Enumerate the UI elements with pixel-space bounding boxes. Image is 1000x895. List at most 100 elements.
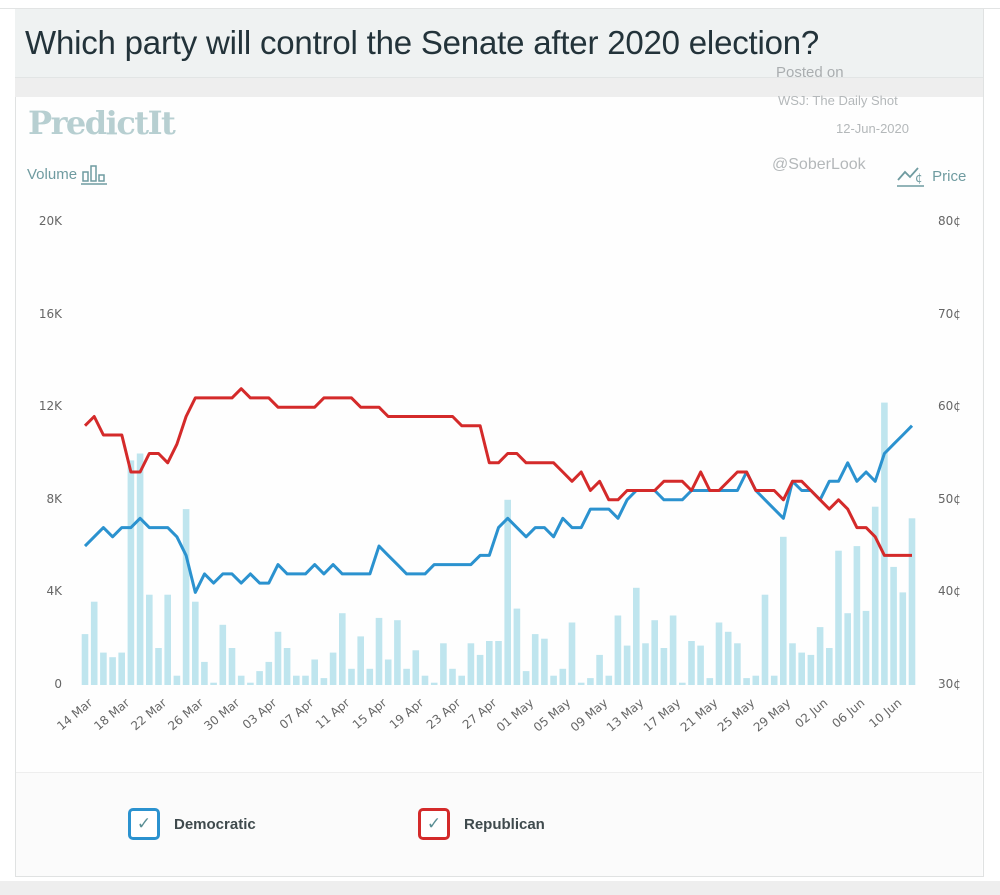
- right-tick-label: 40¢: [938, 584, 961, 599]
- legend-area: [16, 772, 982, 876]
- volume-bar: [734, 643, 741, 685]
- volume-bar: [421, 675, 429, 685]
- volume-bar: [789, 643, 796, 685]
- volume-bar: [182, 509, 190, 685]
- volume-bar: [201, 661, 208, 685]
- price-trend-icon: ¢: [897, 167, 924, 187]
- republican-line: [83, 387, 912, 557]
- volume-bar: [633, 587, 640, 685]
- volume-bar: [394, 620, 401, 685]
- volume-bar: [274, 631, 282, 685]
- volume-bar: [173, 675, 181, 685]
- volume-bars: [81, 402, 916, 685]
- posted-on-label: Posted on: [776, 64, 844, 81]
- volume-bar: [81, 634, 89, 685]
- volume-bar: [531, 634, 539, 685]
- right-tick-label: 80¢: [938, 214, 961, 228]
- volume-bar: [688, 641, 695, 685]
- volume-bar: [807, 654, 815, 685]
- volume-bar: [458, 675, 465, 685]
- volume-bar: [890, 566, 897, 685]
- volume-bar: [265, 661, 273, 685]
- republican-checkbox[interactable]: ✓: [418, 808, 450, 840]
- posted-handle: @SoberLook: [772, 156, 866, 173]
- volume-bar: [320, 678, 328, 685]
- right-tick-label: 70¢: [938, 306, 961, 321]
- volume-bar: [412, 650, 420, 685]
- volume-bar: [495, 641, 502, 685]
- chart-title: Which party will control the Senate afte…: [25, 24, 820, 61]
- volume-bar: [651, 620, 658, 685]
- left-tick-label: 16K: [38, 306, 62, 321]
- volume-bar: [311, 659, 318, 685]
- volume-bar: [715, 622, 723, 685]
- volume-bar: [871, 506, 879, 685]
- left-tick-label: 0: [54, 677, 62, 691]
- volume-bar: [109, 657, 116, 685]
- left-tick-label: 4K: [46, 584, 62, 599]
- price-axis-label: Price: [932, 168, 967, 185]
- left-tick-label: 20K: [38, 214, 62, 228]
- volume-bar: [679, 682, 686, 685]
- legend-democratic[interactable]: ✓ Democratic: [128, 808, 256, 840]
- volume-bar: [403, 668, 410, 685]
- volume-bar: [568, 622, 576, 685]
- top-strip: [0, 0, 1000, 9]
- left-tick-label: 8K: [46, 491, 62, 506]
- volume-bar: [587, 678, 594, 685]
- volume-bar: [541, 638, 548, 685]
- volume-bar: [256, 671, 263, 685]
- volume-bar: [577, 682, 585, 685]
- posted-date: 12-Jun-2020: [836, 121, 909, 136]
- title-bar: [15, 9, 983, 78]
- volume-bar: [504, 499, 511, 685]
- volume-bar: [329, 652, 337, 685]
- price-axis-title: ¢ Price: [896, 163, 966, 187]
- volume-bar: [219, 624, 227, 685]
- bar-chart-icon: [81, 165, 108, 185]
- volume-bar: [623, 645, 631, 685]
- volume-bar: [660, 648, 668, 685]
- volume-bar: [384, 659, 392, 685]
- header-band: [15, 78, 983, 97]
- volume-bar: [293, 675, 300, 685]
- legend-republican[interactable]: ✓ Republican: [418, 808, 545, 840]
- volume-bar: [449, 668, 456, 685]
- volume-bar: [476, 654, 484, 685]
- volume-bar: [357, 636, 364, 685]
- left-tick-label: 12K: [38, 399, 62, 414]
- volume-bar: [100, 652, 107, 685]
- volume-axis-label: Volume: [27, 166, 78, 183]
- volume-bar: [826, 648, 833, 685]
- right-tick-label: 50¢: [938, 491, 961, 506]
- democratic-checkbox[interactable]: ✓: [128, 808, 160, 840]
- volume-bar: [550, 675, 557, 685]
- volume-bar: [706, 678, 714, 685]
- volume-bar: [237, 675, 245, 685]
- volume-bar: [724, 631, 732, 685]
- bottom-strip: [0, 881, 1000, 895]
- volume-bar: [770, 675, 778, 685]
- volume-bar: [136, 453, 144, 685]
- legend-label: Republican: [464, 815, 545, 833]
- volume-bar: [486, 641, 493, 685]
- volume-bar: [90, 601, 98, 685]
- volume-bar: [908, 518, 916, 685]
- volume-bar: [228, 648, 236, 685]
- volume-bar: [127, 460, 135, 685]
- volume-bar: [596, 654, 603, 685]
- volume-bar: [146, 594, 153, 685]
- volume-bar: [348, 668, 355, 685]
- volume-bar: [375, 617, 383, 685]
- volume-bar: [642, 643, 649, 685]
- volume-bar: [899, 592, 907, 685]
- predictit-logo: PredictIt: [28, 104, 176, 142]
- democratic-line: [83, 424, 914, 594]
- volume-bar: [743, 678, 750, 685]
- volume-bar: [614, 615, 622, 685]
- volume-bar: [697, 645, 704, 685]
- volume-bar: [752, 675, 760, 685]
- volume-bar: [559, 668, 567, 685]
- volume-bar: [430, 682, 438, 685]
